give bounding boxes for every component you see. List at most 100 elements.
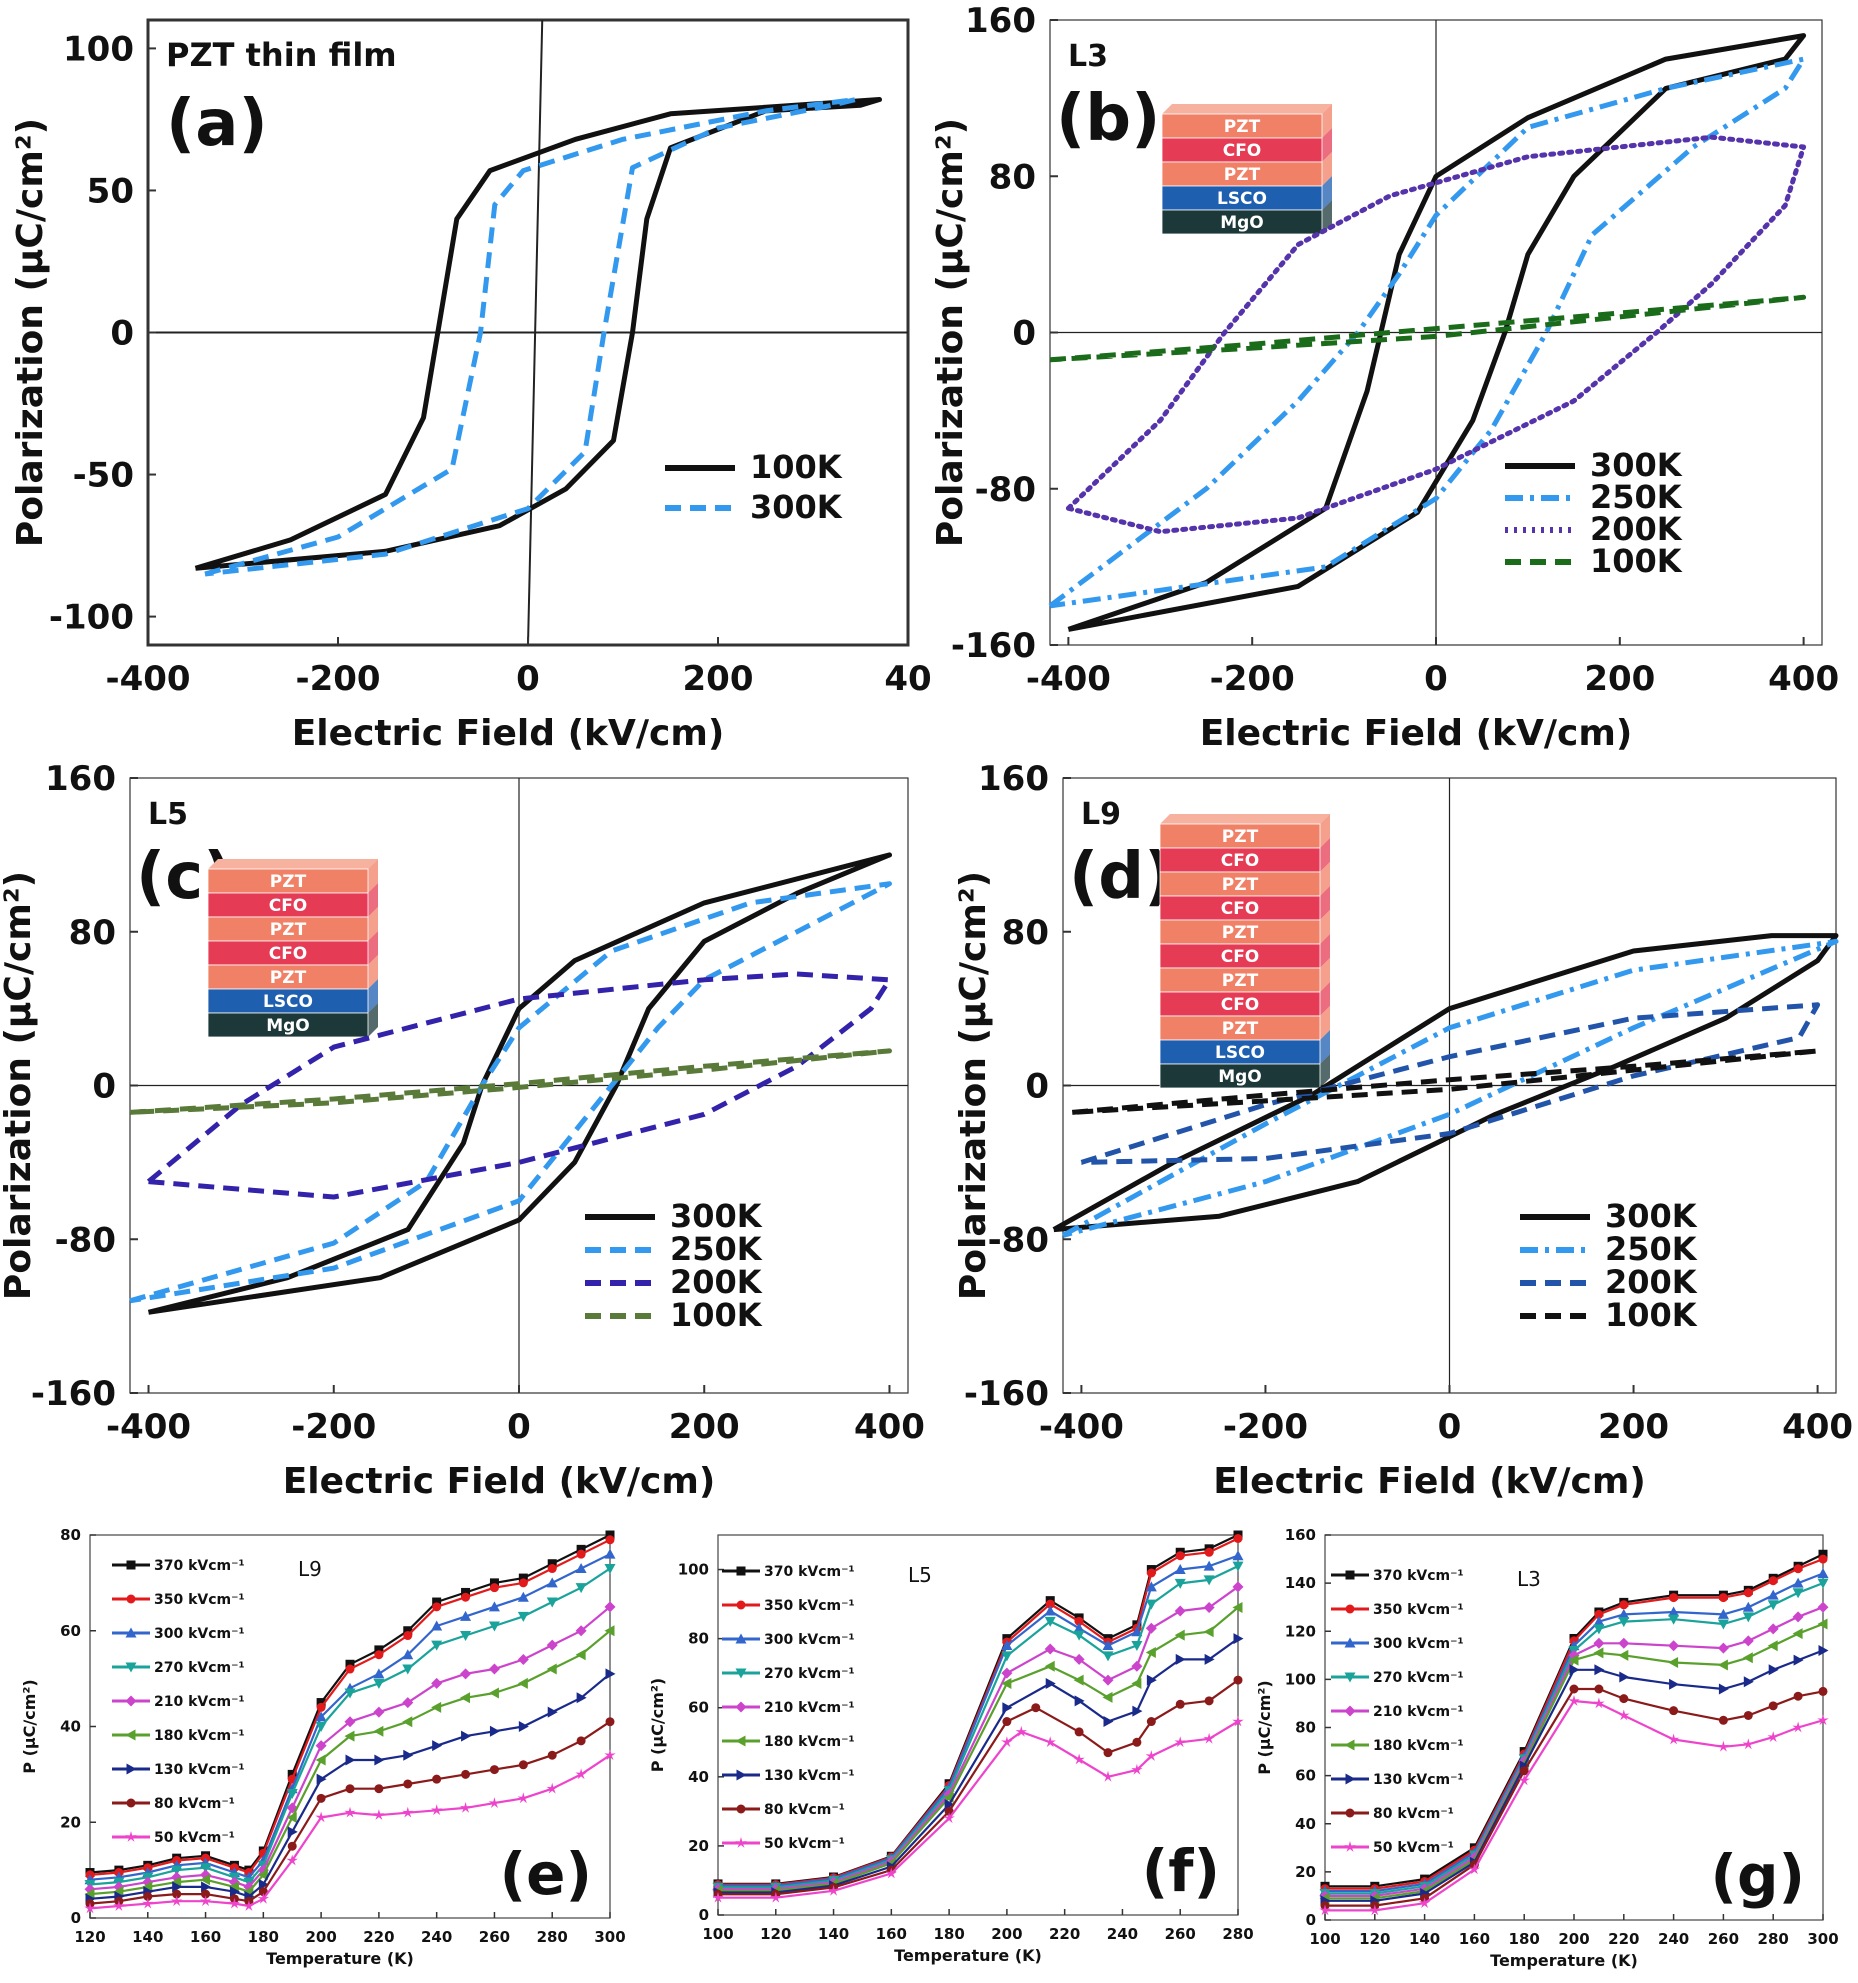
stack-layer-side-3-7 [1320, 982, 1330, 1016]
data-point-5-5-5 [1001, 1678, 1012, 1690]
data-point-4-4-19 [604, 1601, 616, 1613]
y-tick-label-2-3: -80 [55, 1220, 116, 1260]
legend-label-1-1: 250K [1590, 478, 1683, 516]
data-point-4-8-4 [199, 1895, 212, 1907]
x-tick-label-5-9: 280 [1222, 1925, 1253, 1943]
data-point-5-7-6 [1031, 1703, 1041, 1713]
stack-layer-side-3-6 [1320, 958, 1330, 992]
data-point-6-5-5 [1568, 1654, 1579, 1666]
data-point-4-7-3 [172, 1889, 182, 1899]
y-axis-label-5: P (μC/cm²) [648, 1678, 667, 1772]
stack-layer-label-3-2: PZT [1222, 875, 1259, 895]
data-point-4-0-11 [374, 1645, 384, 1655]
stack-layer-3-9 [1159, 1039, 1321, 1065]
data-point-6-6-11 [1768, 1664, 1779, 1676]
data-point-5-6-10 [1146, 1674, 1157, 1686]
data-point-6-1-10 [1743, 1588, 1753, 1598]
y-tick-label-5-0: 0 [699, 1906, 709, 1924]
data-point-4-6-12 [403, 1749, 414, 1761]
data-point-4-7-13 [432, 1774, 442, 1784]
x-axis-label-1: Electric Field (kV/cm) [1200, 713, 1633, 754]
stack-layer-top-1 [1162, 104, 1332, 114]
data-point-4-3-12 [402, 1664, 414, 1675]
data-point-5-5-9 [1131, 1678, 1142, 1690]
data-point-5-8-8 [1073, 1753, 1085, 1765]
data-point-4-7-14 [461, 1769, 471, 1779]
data-point-5-1-13 [1233, 1533, 1243, 1543]
data-point-6-4-9 [1717, 1642, 1729, 1654]
series-line-2-3 [129, 1048, 892, 1115]
data-point-5-8-10 [1131, 1763, 1143, 1775]
data-point-5-7-8 [1103, 1748, 1113, 1758]
x-tick-label-6-7: 240 [1658, 1930, 1689, 1948]
data-point-5-3-8 [1102, 1651, 1114, 1662]
series-line-2-2 [146, 971, 892, 1200]
data-point-4-8-16 [517, 1792, 529, 1804]
data-point-4-5-18 [575, 1649, 586, 1661]
data-point-5-4-5 [1001, 1667, 1013, 1679]
stack-layer-1-4 [1161, 209, 1323, 235]
stack-layer-label-2-3: CFO [269, 944, 308, 964]
data-point-5-3-7 [1073, 1630, 1085, 1641]
data-point-6-1-7 [1619, 1600, 1629, 1610]
data-point-6-3-8 [1668, 1614, 1680, 1625]
series-line-1-0 [1067, 33, 1807, 632]
x-tick-label-1-0: -400 [1026, 659, 1111, 699]
data-point-4-1-10 [345, 1664, 355, 1674]
data-point-6-5-6 [1593, 1647, 1604, 1659]
data-point-5-6-7 [1074, 1695, 1085, 1707]
data-point-4-6-15 [489, 1725, 500, 1737]
data-point-4-6-19 [605, 1668, 616, 1680]
legend-marker-6-4 [1344, 1705, 1356, 1717]
data-point-5-4-13 [1232, 1581, 1244, 1593]
y-tick-label-3-0: 160 [978, 759, 1049, 799]
legend-label-6-5: 180 kVcm⁻¹ [1373, 1738, 1464, 1754]
data-point-4-3-11 [373, 1678, 385, 1689]
data-point-4-0-19 [605, 1530, 615, 1540]
data-point-4-7-17 [547, 1750, 557, 1760]
series-line-6-4 [1325, 1606, 1824, 1897]
x-tick-label-0-3: 200 [683, 659, 754, 699]
y-tick-label-6-3: 60 [1295, 1767, 1316, 1785]
series-line-2-1 [129, 881, 892, 1304]
data-point-4-4-17 [546, 1639, 558, 1651]
data-point-4-7-18 [576, 1736, 586, 1746]
stack-layer-3-5 [1159, 943, 1321, 969]
y-tick-label-2-4: -160 [31, 1374, 116, 1414]
data-point-4-7-16 [518, 1760, 528, 1770]
data-point-4-4-16 [517, 1653, 529, 1665]
legend-marker-5-8 [735, 1837, 747, 1848]
series-line-5-7 [718, 1679, 1239, 1896]
x-tick-label-2-4: 400 [854, 1407, 925, 1447]
y-tick-label-1-1: 80 [989, 157, 1036, 197]
legend-label-4-5: 180 kVcm⁻¹ [154, 1728, 245, 1744]
data-point-6-8-13 [1817, 1714, 1829, 1726]
stack-layer-side-1-3 [1322, 176, 1332, 210]
x-tick-label-5-0: 100 [702, 1925, 733, 1943]
y-tick-label-3-2: 0 [1025, 1067, 1049, 1107]
stack-layer-side-2-0 [368, 859, 378, 893]
data-point-6-5-9 [1717, 1659, 1728, 1671]
legend-label-5-2: 300 kVcm⁻¹ [764, 1632, 855, 1648]
stack-layer-label-3-8: PZT [1222, 1019, 1259, 1039]
data-point-6-2-12 [1792, 1577, 1804, 1588]
data-point-5-2-6 [1044, 1605, 1056, 1616]
data-point-6-6-10 [1743, 1676, 1754, 1688]
data-point-6-6-6 [1594, 1664, 1605, 1676]
data-point-4-6-3 [172, 1881, 183, 1893]
data-point-4-1-16 [518, 1578, 528, 1588]
y-tick-label-2-2: 0 [92, 1067, 116, 1107]
data-point-5-8-6 [1015, 1725, 1027, 1737]
data-point-6-1-11 [1768, 1576, 1778, 1586]
panel-title-1: L3 [1068, 39, 1108, 74]
data-point-4-0-9 [316, 1698, 326, 1708]
legend-marker-5-5 [735, 1735, 746, 1747]
data-point-6-8-2 [1418, 1897, 1431, 1908]
data-point-5-2-13 [1232, 1550, 1244, 1561]
data-point-4-1-14 [461, 1592, 471, 1602]
series-line-5-3 [718, 1565, 1239, 1889]
data-point-4-3-9 [315, 1722, 327, 1732]
data-point-4-6-18 [576, 1692, 587, 1704]
panel-letter-3: (d) [1069, 840, 1173, 914]
data-point-4-8-14 [459, 1801, 472, 1813]
